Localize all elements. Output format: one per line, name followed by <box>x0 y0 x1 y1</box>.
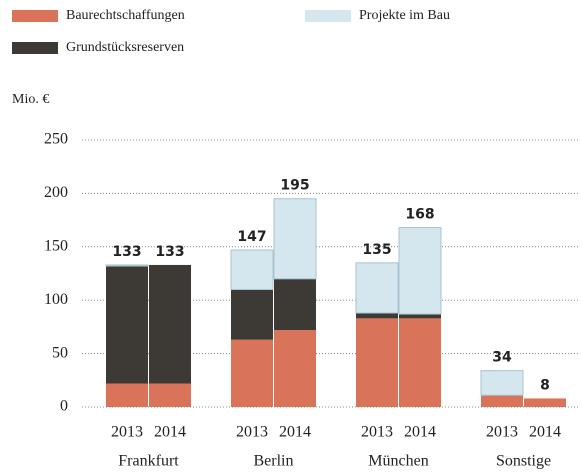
bar-segment <box>274 330 316 407</box>
x-tick-label: 2013 <box>111 424 143 441</box>
x-tick-label: 2014 <box>279 424 311 441</box>
total-label: 34 <box>492 350 512 366</box>
bar-segment <box>149 264 191 384</box>
bar-segment <box>356 318 398 407</box>
total-label: 133 <box>112 244 141 260</box>
x-tick-label: 2013 <box>236 424 268 441</box>
y-tick-label: 0 <box>60 398 68 415</box>
x-tick-label: 2014 <box>404 424 436 441</box>
total-label: 8 <box>540 377 550 393</box>
group-label: Frankfurt <box>118 453 179 470</box>
total-label: 195 <box>280 178 309 194</box>
x-tick-label: 2014 <box>154 424 186 441</box>
group-label: München <box>368 453 428 470</box>
bar-segment <box>480 370 524 396</box>
legend-swatch <box>12 10 58 22</box>
bar-segment <box>105 264 149 267</box>
bar-segment <box>106 266 148 384</box>
bar-segment <box>524 398 566 407</box>
y-tick-label: 50 <box>52 344 68 361</box>
x-tick-label: 2014 <box>529 424 561 441</box>
x-tick-label: 2013 <box>361 424 393 441</box>
bar-segment <box>481 395 523 407</box>
bar-segment <box>398 227 442 315</box>
y-tick-label: 150 <box>44 237 68 254</box>
total-label: 147 <box>237 229 266 245</box>
y-tick-label: 100 <box>44 291 68 308</box>
bar-segment <box>355 262 399 314</box>
legend-swatch <box>305 10 351 22</box>
y-tick-label: 250 <box>44 131 68 148</box>
group-label: Sonstige <box>496 453 551 470</box>
x-tick-label: 2013 <box>486 424 518 441</box>
bar-segment <box>399 314 441 319</box>
y-tick-label: 200 <box>44 184 68 201</box>
y-axis-label: Mio. € <box>12 92 49 107</box>
bar-segment <box>274 278 316 331</box>
total-label: 133 <box>155 244 184 260</box>
bar-segment <box>399 318 441 407</box>
legend-label: Baurechtschaffungen <box>66 8 185 23</box>
bar-segment <box>230 249 274 291</box>
total-label: 135 <box>362 242 391 258</box>
total-label: 168 <box>405 207 434 223</box>
legend-label: Projekte im Bau <box>359 8 450 23</box>
bar-segment <box>231 289 273 340</box>
legend-swatch <box>12 42 58 54</box>
bar-segment <box>231 339 273 407</box>
group-label: Berlin <box>254 453 294 470</box>
bar-segment <box>273 198 317 280</box>
bar-segment <box>106 383 148 407</box>
legend-label: Grundstücksreserven <box>66 40 184 55</box>
bar-segment <box>149 383 191 407</box>
bar-segment <box>356 313 398 319</box>
